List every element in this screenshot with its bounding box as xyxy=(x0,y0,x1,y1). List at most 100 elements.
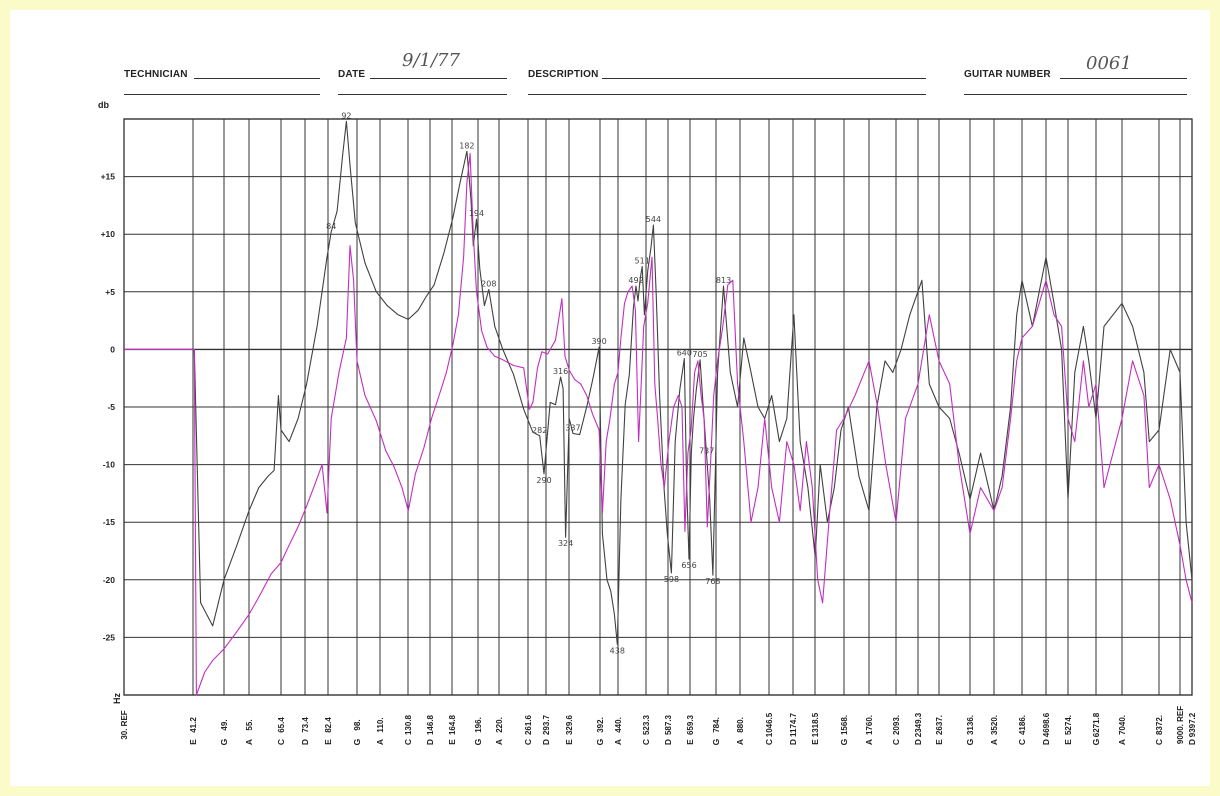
axis-labels: db Hz xyxy=(98,100,122,704)
x-tick-note: A xyxy=(494,739,504,745)
peak-annotation: 438 xyxy=(610,646,625,655)
y-axis-label: db xyxy=(98,100,109,110)
x-tick-note: C xyxy=(403,739,413,745)
peak-annotation: 737 xyxy=(699,447,714,456)
x-tick-freq: 5274. xyxy=(1064,715,1073,735)
technician-line xyxy=(194,78,320,79)
x-tick-note: A xyxy=(244,739,254,745)
x-tick-freq: 1174.7 xyxy=(789,712,798,737)
x-tick-freq: 110. xyxy=(376,717,385,732)
x-tick-note: A xyxy=(613,739,623,745)
peak-annotation: 492 xyxy=(628,276,643,285)
x-tick-note: A xyxy=(989,739,999,745)
x-tick-freq: 9397.2 xyxy=(1188,712,1197,737)
x-tick-note: C xyxy=(1017,739,1027,745)
description-line xyxy=(602,78,926,79)
x-tick-freq: 7040. xyxy=(1118,715,1127,735)
description-line-2 xyxy=(528,94,926,95)
x-tick-freq: 196. xyxy=(474,717,483,733)
x-tick-note: C xyxy=(523,739,533,745)
peak-annotation: 337 xyxy=(565,423,580,432)
x-tick-freq: 440. xyxy=(614,717,623,733)
peak-annotation: 640 xyxy=(677,349,692,358)
x-tick-freq: 2093. xyxy=(892,715,901,735)
x-tick-note: E xyxy=(564,739,574,745)
x-tick-note: G xyxy=(595,738,605,745)
x-axis-label: Hz xyxy=(112,693,122,704)
y-tick-label: -20 xyxy=(103,575,116,585)
peak-annotation: 598 xyxy=(664,575,679,584)
x-tick-note: E xyxy=(1063,739,1073,745)
x-tick-freq: 65.4 xyxy=(277,717,286,733)
x-tick-freq: 164.8 xyxy=(448,714,457,735)
x-tick-note: A xyxy=(735,739,745,745)
series-line-1 xyxy=(124,120,1193,645)
y-tick-label: +10 xyxy=(101,229,116,239)
peak-annotation: 92 xyxy=(341,111,351,120)
x-tick-freq: 41.2 xyxy=(189,717,198,733)
y-tick-label: -10 xyxy=(103,460,116,470)
x-tick-freq: 98. xyxy=(353,719,362,730)
date-line xyxy=(370,78,507,79)
guitar-number-line xyxy=(1060,78,1187,79)
y-tick-label: +15 xyxy=(101,172,116,182)
x-tick-freq: 880. xyxy=(736,717,745,733)
x-tick-freq: 1046.5 xyxy=(765,712,774,737)
x-tick-freq: 146.8 xyxy=(426,714,435,735)
x-tick-note: D xyxy=(913,739,923,745)
x-tick-freq: 2349.3 xyxy=(914,712,923,737)
x-tick-note: C xyxy=(1154,739,1164,745)
x-tick-note: E xyxy=(685,739,695,745)
x-tick-note: C xyxy=(764,739,774,745)
date-value: 9/1/77 xyxy=(402,50,460,71)
x-tick-note: E xyxy=(447,739,457,745)
x-tick-freq: 9000. REF xyxy=(1176,706,1185,744)
x-tick-note: E xyxy=(810,739,820,745)
peak-annotation: 813 xyxy=(716,276,731,285)
x-tick-note: C xyxy=(641,739,651,745)
x-tick-freq: 2637. xyxy=(935,715,944,735)
x-tick-freq: 6271.8 xyxy=(1092,712,1101,737)
x-tick-note: A xyxy=(1117,739,1127,745)
x-tick-freq: 659.3 xyxy=(686,714,695,735)
x-tick-note: D xyxy=(1187,739,1197,745)
x-tick-note: E xyxy=(188,739,198,745)
x-tick-freq: 4186. xyxy=(1018,715,1027,735)
peak-annotation: 511 xyxy=(635,256,650,265)
x-tick-freq: 261.6 xyxy=(524,714,533,735)
x-tick-note: G xyxy=(473,738,483,745)
x-tick-note: D xyxy=(788,739,798,745)
x-tick-note: G xyxy=(1091,738,1101,745)
annotations: 84 92 182 194 208 282 290 316 324 337 390 438 492 511… xyxy=(326,111,731,655)
description-label: DESCRIPTION xyxy=(528,69,599,80)
x-tick-note: D xyxy=(541,739,551,745)
x-tick-note: E xyxy=(323,739,333,745)
peak-annotation: 544 xyxy=(646,215,661,224)
peak-annotation: 282 xyxy=(532,426,547,435)
guitar-number-label: GUITAR NUMBER xyxy=(964,69,1051,80)
technician-label: TECHNICIAN xyxy=(124,69,188,80)
x-tick-freq: 73.4 xyxy=(301,717,310,733)
x-tick-freq: 55. xyxy=(245,719,254,730)
x-tick-note: C xyxy=(891,739,901,745)
x-tick-note: D xyxy=(1041,739,1051,745)
peak-annotation: 768 xyxy=(705,577,720,586)
x-tick-freq: 1760. xyxy=(865,715,874,735)
guitar-number-value: 0061 xyxy=(1086,53,1132,74)
x-tick-freq: 1568. xyxy=(840,715,849,735)
peak-annotation: 84 xyxy=(326,222,336,231)
x-tick-note: G xyxy=(219,738,229,745)
x-tick-freq: 49. xyxy=(220,719,229,730)
x-tick-freq: 8372. xyxy=(1155,715,1164,735)
x-tick-freq: 3520. xyxy=(990,715,999,735)
x-tick-note: D xyxy=(663,739,673,745)
peak-annotation: 390 xyxy=(591,337,606,346)
x-tick-freq: 4698.6 xyxy=(1042,712,1051,737)
peak-annotation: 182 xyxy=(459,141,474,150)
x-tick-freq: 130.8 xyxy=(404,714,413,735)
x-tick-freq: 392. xyxy=(596,717,605,733)
series-layer xyxy=(124,120,1193,696)
peak-annotation: 324 xyxy=(558,539,573,548)
x-tick-freq: 82.4 xyxy=(324,717,333,733)
frequency-response-chart: +15 +10 +5 0 -5 -10 -15 -20 -25 30. REF 41.2 E 49. G 5… xyxy=(98,100,1197,745)
